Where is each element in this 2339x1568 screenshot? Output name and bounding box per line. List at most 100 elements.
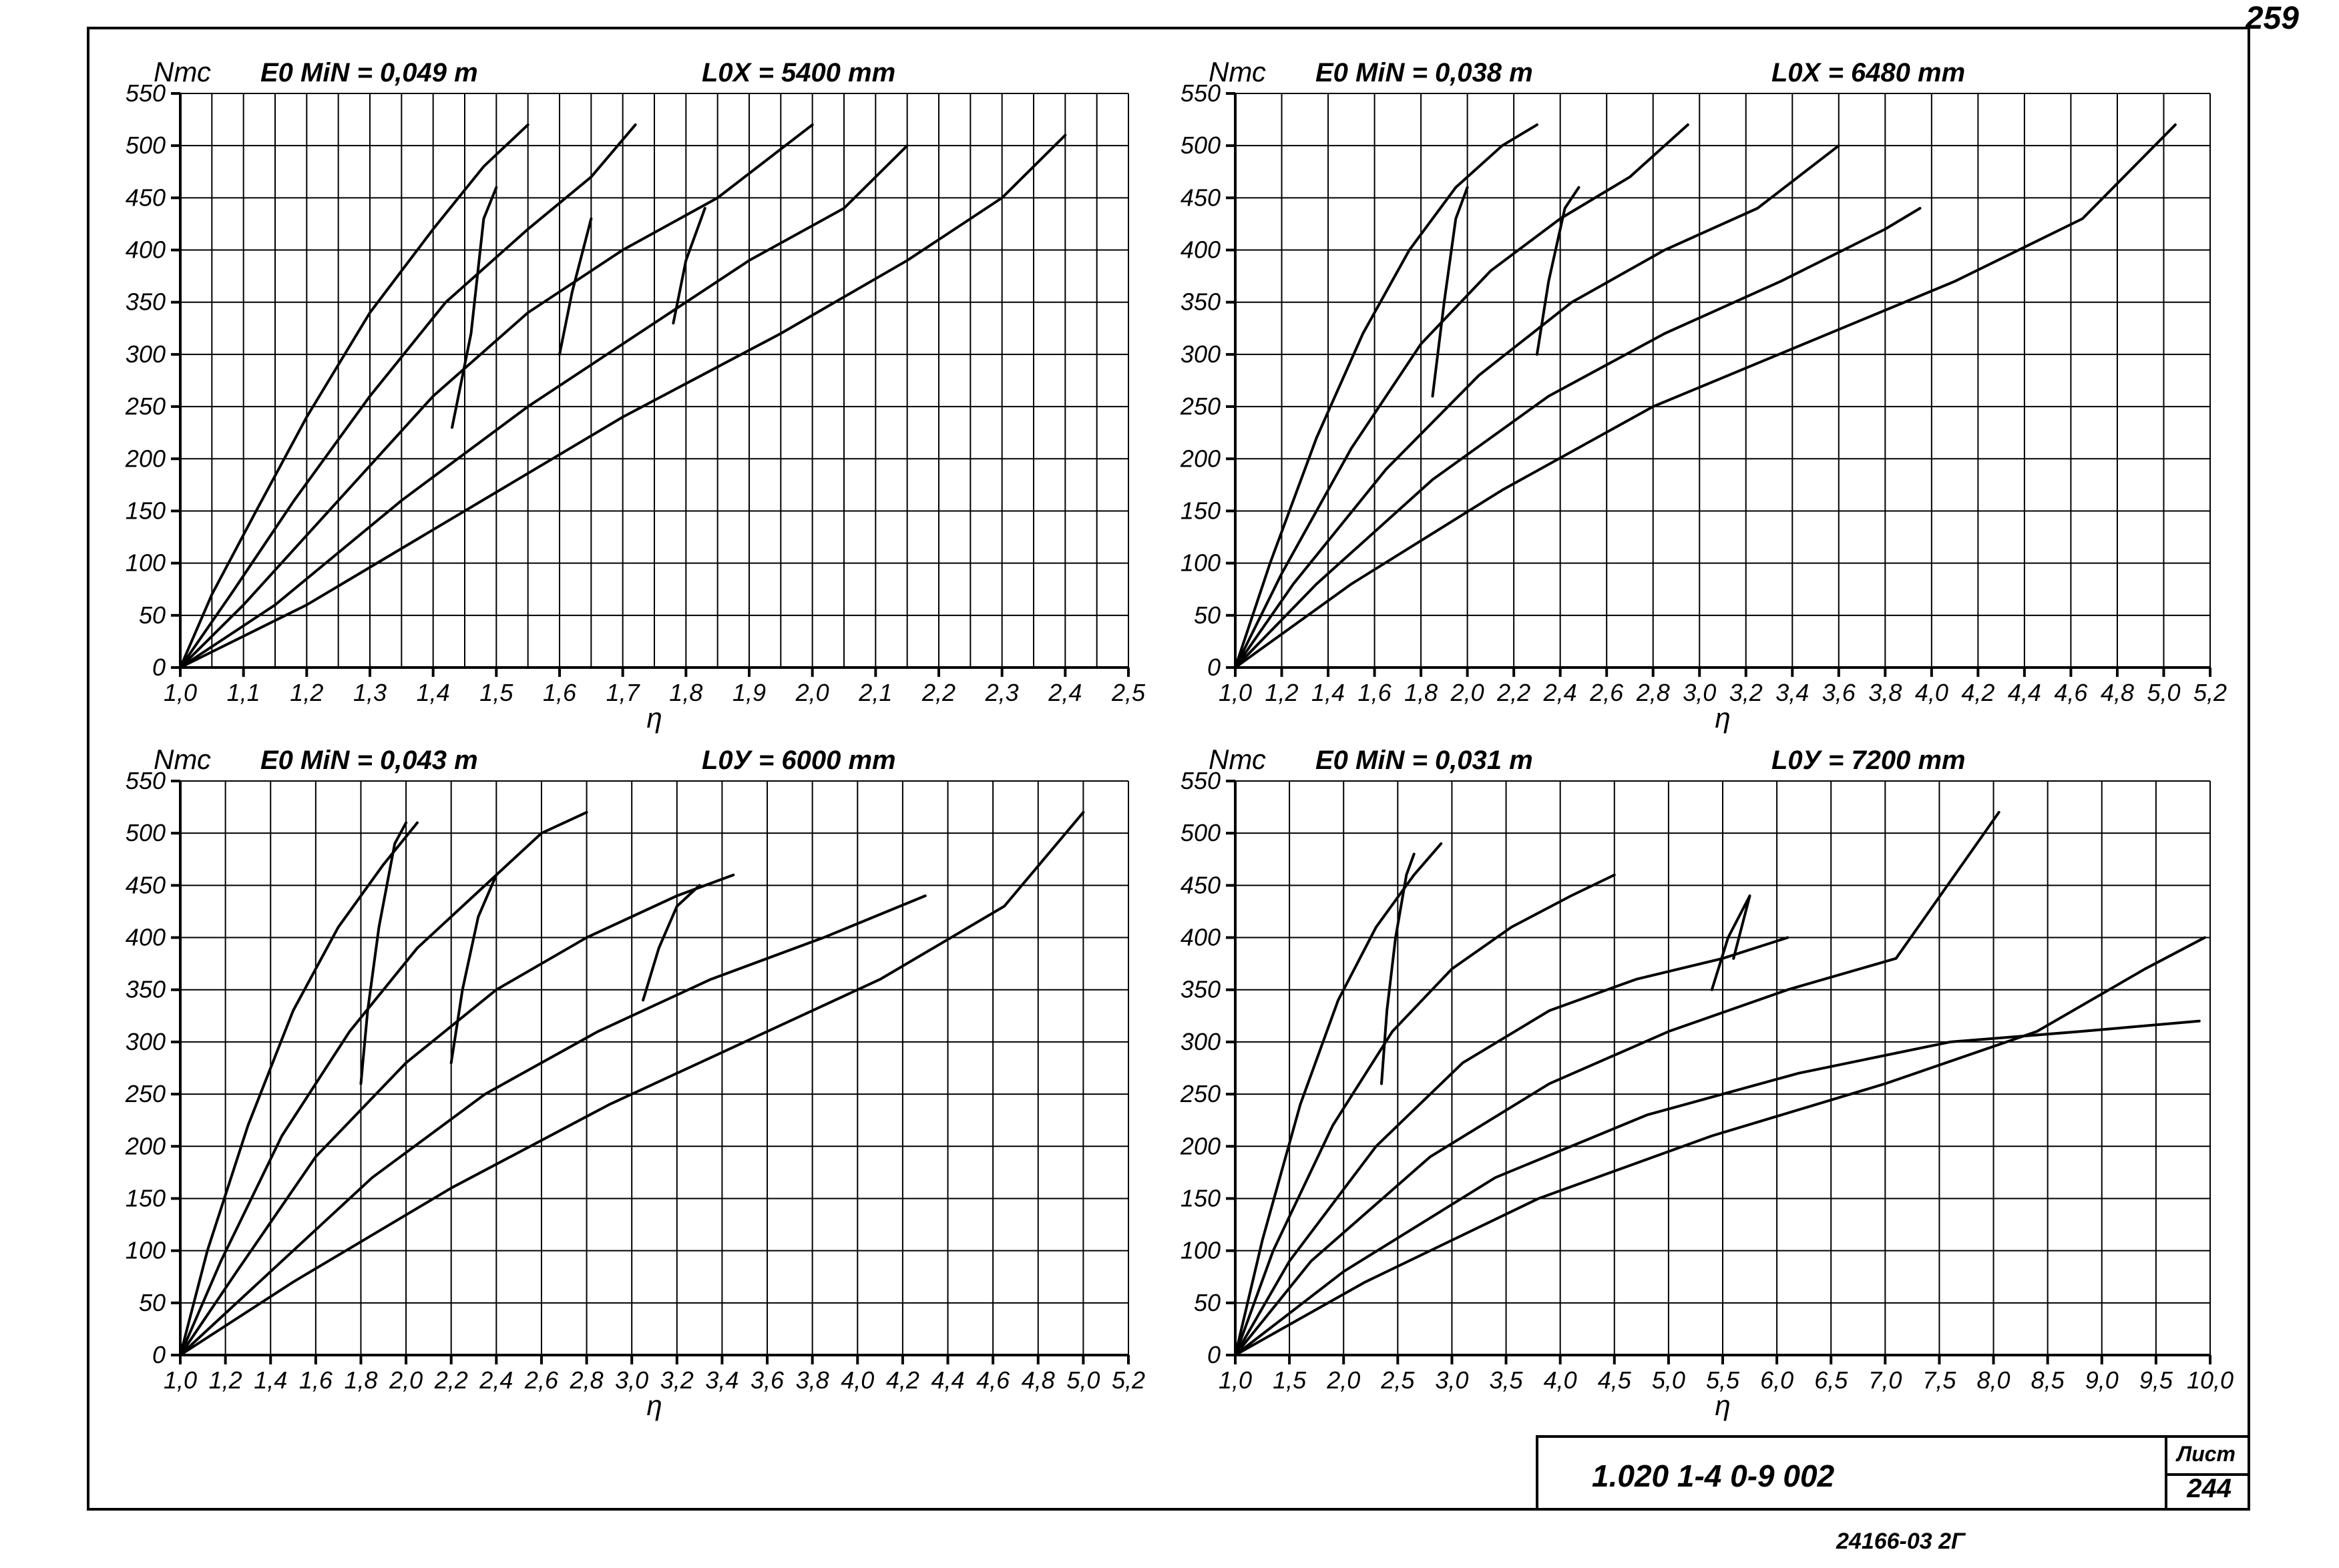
svg-text:0: 0	[1207, 654, 1221, 681]
svg-text:L0У = 6000 mm: L0У = 6000 mm	[702, 746, 896, 775]
svg-text:1,4: 1,4	[254, 1366, 287, 1394]
svg-text:1,6: 1,6	[543, 679, 577, 706]
svg-text:300: 300	[126, 1028, 166, 1055]
svg-text:5,2: 5,2	[2193, 679, 2227, 706]
svg-text:350: 350	[1181, 288, 1221, 316]
svg-text:200: 200	[125, 445, 166, 472]
svg-text:1,6: 1,6	[299, 1366, 333, 1394]
svg-text:Nтс: Nтс	[154, 56, 211, 87]
svg-text:η: η	[646, 702, 662, 734]
svg-text:9,0: 9,0	[2085, 1366, 2119, 1394]
svg-text:1,2: 1,2	[290, 679, 323, 706]
svg-text:450: 450	[126, 871, 166, 898]
svg-text:7,0: 7,0	[1868, 1366, 1902, 1394]
svg-text:100: 100	[1181, 1237, 1221, 1264]
chart-top-left: 0501001502002503003504004505005501,01,11…	[134, 53, 1135, 721]
svg-text:2,0: 2,0	[1326, 1366, 1360, 1394]
svg-text:4,6: 4,6	[976, 1366, 1010, 1394]
svg-text:2,4: 2,4	[1048, 679, 1082, 706]
svg-text:2,0: 2,0	[1450, 679, 1484, 706]
svg-text:200: 200	[1180, 445, 1221, 472]
svg-text:1,2: 1,2	[209, 1366, 242, 1394]
doc-number: 1.020 1-4 0-9 002	[1592, 1458, 1834, 1494]
svg-text:8,0: 8,0	[1977, 1366, 2010, 1394]
svg-text:4,2: 4,2	[1961, 679, 1994, 706]
svg-text:1,4: 1,4	[417, 679, 450, 706]
sheet-label: Лист	[2177, 1442, 2236, 1467]
svg-text:400: 400	[126, 924, 166, 951]
svg-text:5,0: 5,0	[1652, 1366, 1685, 1394]
svg-text:2,8: 2,8	[1636, 679, 1670, 706]
svg-text:3,6: 3,6	[751, 1366, 785, 1394]
svg-text:3,2: 3,2	[1729, 679, 1763, 706]
svg-text:4,0: 4,0	[1544, 1366, 1577, 1394]
svg-text:1,0: 1,0	[164, 679, 197, 706]
svg-text:5,0: 5,0	[2147, 679, 2180, 706]
svg-text:400: 400	[126, 236, 166, 264]
svg-text:E0 MiN = 0,043 m: E0 MiN = 0,043 m	[260, 746, 478, 775]
svg-text:1,9: 1,9	[732, 679, 766, 706]
svg-text:4,4: 4,4	[2008, 679, 2041, 706]
svg-text:450: 450	[1181, 871, 1221, 898]
svg-text:2,5: 2,5	[1111, 679, 1146, 706]
svg-text:6,0: 6,0	[1760, 1366, 1793, 1394]
svg-text:400: 400	[1181, 924, 1221, 951]
svg-text:2,4: 2,4	[1543, 679, 1577, 706]
svg-text:1,8: 1,8	[1404, 679, 1438, 706]
svg-text:5,0: 5,0	[1066, 1366, 1100, 1394]
svg-text:300: 300	[126, 340, 166, 368]
svg-text:4,8: 4,8	[1022, 1366, 1055, 1394]
svg-text:100: 100	[1181, 549, 1221, 577]
svg-text:4,2: 4,2	[886, 1366, 919, 1394]
svg-text:1,5: 1,5	[479, 679, 513, 706]
svg-text:150: 150	[1181, 1184, 1221, 1212]
svg-text:E0 MiN = 0,031 m: E0 MiN = 0,031 m	[1315, 746, 1533, 775]
svg-text:η: η	[646, 1390, 662, 1421]
svg-text:500: 500	[1181, 819, 1221, 846]
svg-text:1,8: 1,8	[344, 1366, 377, 1394]
svg-text:3,2: 3,2	[660, 1366, 694, 1394]
svg-text:2,2: 2,2	[434, 1366, 468, 1394]
svg-text:2,2: 2,2	[921, 679, 955, 706]
svg-text:8,5: 8,5	[2031, 1366, 2065, 1394]
svg-text:3,6: 3,6	[1822, 679, 1856, 706]
svg-text:3,0: 3,0	[1683, 679, 1716, 706]
svg-text:3,8: 3,8	[1868, 679, 1902, 706]
svg-text:3,0: 3,0	[615, 1366, 648, 1394]
svg-text:2,2: 2,2	[1496, 679, 1530, 706]
svg-text:50: 50	[139, 601, 166, 629]
svg-text:150: 150	[126, 1184, 166, 1212]
svg-text:1,0: 1,0	[1219, 679, 1252, 706]
svg-text:1,7: 1,7	[606, 679, 641, 706]
svg-text:4,4: 4,4	[931, 1366, 965, 1394]
chart-top-right: 0501001502002503003504004505005501,01,21…	[1189, 53, 2217, 721]
svg-text:1,3: 1,3	[353, 679, 387, 706]
svg-text:2,0: 2,0	[389, 1366, 423, 1394]
svg-text:1,6: 1,6	[1358, 679, 1392, 706]
svg-text:L0X = 5400 mm: L0X = 5400 mm	[702, 58, 895, 87]
svg-text:3,4: 3,4	[1775, 679, 1809, 706]
svg-text:1,8: 1,8	[669, 679, 702, 706]
svg-text:1,1: 1,1	[227, 679, 260, 706]
svg-text:50: 50	[1194, 601, 1221, 629]
svg-text:350: 350	[126, 976, 166, 1003]
svg-text:η: η	[1715, 1390, 1730, 1421]
svg-text:200: 200	[1180, 1132, 1221, 1159]
svg-text:1,0: 1,0	[164, 1366, 197, 1394]
svg-text:9,5: 9,5	[2139, 1366, 2173, 1394]
svg-text:0: 0	[1207, 1341, 1221, 1368]
svg-text:1,5: 1,5	[1273, 1366, 1307, 1394]
svg-text:50: 50	[1194, 1289, 1221, 1316]
svg-text:350: 350	[126, 288, 166, 316]
svg-text:300: 300	[1181, 340, 1221, 368]
svg-text:250: 250	[1180, 393, 1221, 420]
svg-text:350: 350	[1181, 976, 1221, 1003]
svg-text:150: 150	[1181, 497, 1221, 524]
svg-text:2,0: 2,0	[795, 679, 829, 706]
svg-text:4,0: 4,0	[841, 1366, 874, 1394]
svg-text:250: 250	[1180, 1080, 1221, 1107]
svg-text:150: 150	[126, 497, 166, 524]
sheet-number: 244	[2187, 1474, 2231, 1504]
svg-text:500: 500	[126, 132, 166, 159]
svg-text:100: 100	[126, 549, 166, 577]
